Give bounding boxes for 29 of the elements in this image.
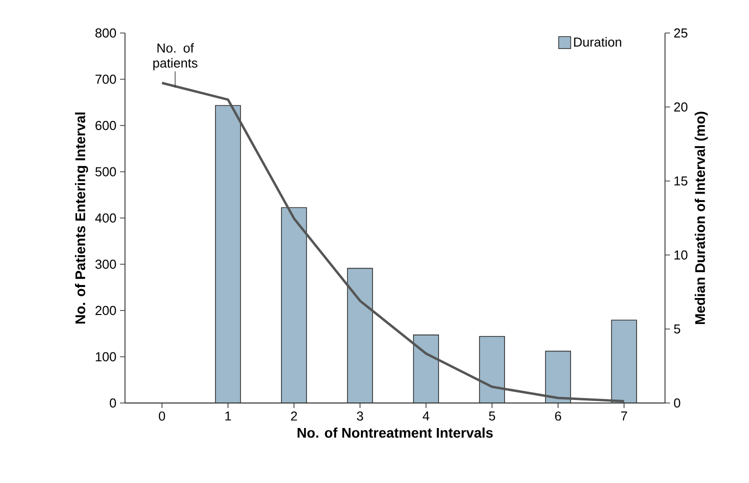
y2-tick-label: 5: [674, 324, 680, 334]
y-tick-label: 800: [95, 28, 116, 38]
y-axis-title: No. of Patients Entering Interval: [74, 112, 88, 324]
x-tick-label: 0: [158, 412, 166, 421]
x-tick-label: 2: [291, 412, 297, 421]
x-tick-label: 4: [422, 412, 430, 420]
x-tick-label: 7: [621, 412, 628, 420]
y-tick-label: 100: [96, 352, 116, 362]
x-tick-label: 6: [555, 412, 562, 421]
y2-tick-label: 15: [674, 176, 688, 186]
y2-tick-label: 25: [674, 28, 688, 38]
line-series: [160, 82, 626, 402]
y2-tick-label: 20: [674, 102, 688, 112]
y-tick-label: 200: [96, 306, 116, 316]
y2-tick-label: 10: [674, 250, 688, 260]
legend-label: Duration: [574, 37, 622, 47]
series-label: No. of patients: [153, 43, 198, 70]
x-tick-label: 5: [488, 412, 496, 421]
y-tick-label: 0: [110, 398, 116, 408]
y-tick-label: 500: [95, 167, 116, 176]
y-tick-label: 700: [96, 74, 116, 84]
y-tick-label: 400: [95, 213, 116, 223]
y2-tick-label: 0: [674, 398, 680, 408]
x-tick-label: 3: [356, 412, 364, 421]
y-tick-label: 300: [95, 260, 116, 269]
x-axis-title: No. of Nontreatment Intervals: [298, 428, 493, 438]
y2-axis-title: Median Duration of Interval (mo): [694, 112, 708, 324]
y-tick-label: 600: [96, 120, 116, 130]
x-tick-label: 1: [225, 412, 231, 420]
